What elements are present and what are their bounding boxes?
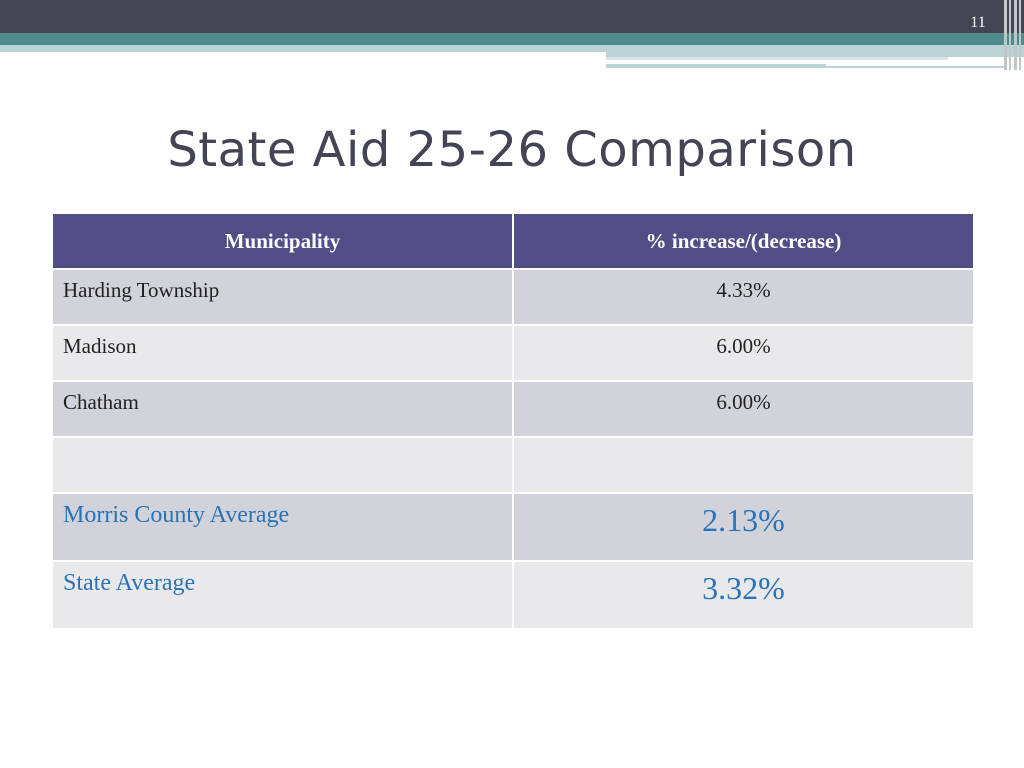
table-row: Madison 6.00% (51, 324, 975, 382)
header-percent-change: % increase/(decrease) (512, 212, 975, 270)
average-value: 3.32% (702, 570, 785, 606)
average-label: Morris County Average (63, 502, 290, 528)
table-row-empty (51, 436, 975, 494)
value-cell: 2.13% (512, 492, 975, 562)
value-cell: 6.00% (512, 380, 975, 438)
decorative-line (826, 66, 1004, 68)
municipality-name (53, 438, 512, 446)
municipality-cell: Harding Township (51, 268, 514, 326)
percent-value: 6.00% (716, 390, 771, 414)
light-band-left (0, 45, 606, 52)
value-cell (512, 436, 975, 494)
municipality-cell: State Average (51, 560, 514, 630)
table-header-row: Municipality % increase/(decrease) (51, 212, 975, 270)
table-row: Morris County Average 2.13% (51, 492, 975, 562)
municipality-cell (51, 436, 514, 494)
decorative-bar (1019, 0, 1021, 70)
table-row: State Average 3.32% (51, 560, 975, 630)
state-aid-table: Municipality % increase/(decrease) Hardi… (51, 212, 975, 630)
percent-value: 6.00% (716, 334, 771, 358)
value-cell: 3.32% (512, 560, 975, 630)
value-cell: 6.00% (512, 324, 975, 382)
municipality-cell: Madison (51, 324, 514, 382)
slide-number: 11 (970, 14, 986, 31)
municipality-cell: Chatham (51, 380, 514, 438)
percent-value: 4.33% (716, 278, 771, 302)
municipality-name: Harding Township (63, 278, 220, 302)
average-label: State Average (63, 570, 196, 596)
municipality-name: Madison (63, 334, 137, 358)
decorative-line (606, 64, 826, 68)
top-band (0, 0, 1024, 33)
average-value: 2.13% (702, 502, 785, 538)
slide-title: State Aid 25-26 Comparison (167, 122, 857, 178)
decorative-bar (1014, 0, 1017, 70)
table-row: Chatham 6.00% (51, 380, 975, 438)
municipality-name: Chatham (63, 390, 139, 414)
decorative-line (606, 57, 948, 60)
header-municipality: Municipality (51, 212, 514, 270)
table-row: Harding Township 4.33% (51, 268, 975, 326)
decorative-bar (1009, 0, 1011, 70)
value-cell: 4.33% (512, 268, 975, 326)
light-band-right (606, 45, 1024, 57)
percent-value (514, 438, 973, 446)
teal-band (0, 33, 1024, 45)
municipality-cell: Morris County Average (51, 492, 514, 562)
decorative-bar (1004, 0, 1007, 70)
